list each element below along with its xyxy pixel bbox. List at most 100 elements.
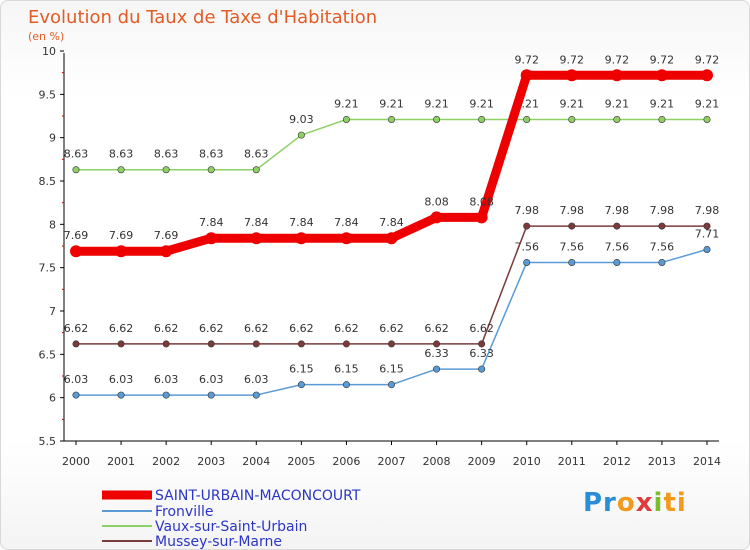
data-label: 9.72 xyxy=(650,53,675,66)
x-tick-label: 2005 xyxy=(287,455,315,468)
data-label: 7.56 xyxy=(560,240,585,253)
data-point xyxy=(162,340,170,348)
data-point xyxy=(72,166,80,174)
x-tick-label: 2002 xyxy=(152,455,180,468)
data-point xyxy=(297,381,305,389)
data-label: 7.84 xyxy=(199,216,224,229)
y-tick-label: 8.5 xyxy=(39,175,57,188)
data-point xyxy=(250,232,263,245)
data-point xyxy=(117,391,125,399)
data-label: 7.56 xyxy=(650,240,675,253)
data-point xyxy=(568,258,576,266)
x-tick-label: 2008 xyxy=(423,455,451,468)
series-saint-urbain-maconcourt: 7.69 7.69 7.69 7.84 7.84 7.84 7.84 7.84 8.08 8.08… xyxy=(64,53,719,258)
y-tick-label: 8 xyxy=(49,218,56,231)
x-tick-label: 2000 xyxy=(62,455,90,468)
data-label: 8.63 xyxy=(244,148,269,161)
data-label: 6.62 xyxy=(109,322,134,335)
data-label: 8.08 xyxy=(469,195,494,208)
data-label: 7.98 xyxy=(514,204,539,217)
data-point xyxy=(523,222,531,230)
data-label: 8.63 xyxy=(64,148,89,161)
data-point xyxy=(433,115,441,123)
data-point xyxy=(565,69,578,82)
data-label: 6.62 xyxy=(379,322,404,335)
data-point xyxy=(342,381,350,389)
y-tick-label: 6 xyxy=(49,392,56,405)
x-tick-label: 2013 xyxy=(648,455,676,468)
data-point xyxy=(252,391,260,399)
data-point xyxy=(520,69,533,82)
data-label: 7.56 xyxy=(605,240,630,253)
x-tick-label: 2010 xyxy=(513,455,541,468)
data-point xyxy=(613,222,621,230)
data-label: 9.72 xyxy=(560,53,585,66)
legend-item-mussey-sur-marne: Mussey-sur-Marne xyxy=(102,534,282,549)
data-point xyxy=(478,115,486,123)
data-point xyxy=(160,245,173,258)
data-label: 9.03 xyxy=(289,113,314,126)
data-label: 7.98 xyxy=(560,204,585,217)
y-tick-label: 9.5 xyxy=(39,88,57,101)
data-point xyxy=(70,245,82,258)
data-point xyxy=(162,391,170,399)
data-label: 7.84 xyxy=(334,216,359,229)
data-point xyxy=(117,166,125,174)
data-label: 7.98 xyxy=(695,204,720,217)
data-point xyxy=(207,166,215,174)
data-label: 7.98 xyxy=(650,204,675,217)
data-point xyxy=(658,115,666,123)
x-tick-label: 2007 xyxy=(378,455,406,468)
data-point xyxy=(252,166,260,174)
legend-label: Vaux-sur-Saint-Urbain xyxy=(155,519,307,535)
data-label: 6.62 xyxy=(154,322,179,335)
x-tick-label: 2004 xyxy=(242,455,270,468)
data-point xyxy=(297,340,305,348)
proxiti-logo: Proxiti xyxy=(583,488,687,518)
legend-label: SAINT-URBAIN-MACONCOURT xyxy=(155,488,361,504)
x-tick-label: 2012 xyxy=(603,455,631,468)
data-label: 6.03 xyxy=(199,373,224,386)
data-point xyxy=(478,340,486,348)
y-tick-label: 5.5 xyxy=(39,435,57,448)
data-point xyxy=(478,365,486,373)
data-point xyxy=(207,340,215,348)
data-point xyxy=(385,232,398,245)
chart-title: Evolution du Taux de Taxe d'Habitation xyxy=(28,7,378,28)
data-label: 9.21 xyxy=(379,97,404,110)
data-point xyxy=(387,381,395,389)
y-tick-label: 7 xyxy=(49,305,56,318)
data-point xyxy=(252,340,260,348)
x-tick-label: 2003 xyxy=(197,455,225,468)
data-label: 6.03 xyxy=(64,373,89,386)
data-point xyxy=(523,115,531,123)
y-axis-unit: (en %) xyxy=(28,30,65,43)
data-point xyxy=(430,211,443,224)
legend-item-saint-urbain-maconcourt: SAINT-URBAIN-MACONCOURT xyxy=(102,488,361,504)
data-label: 8.08 xyxy=(424,195,449,208)
data-point xyxy=(613,258,621,266)
data-point xyxy=(340,232,353,245)
data-label: 6.33 xyxy=(469,347,494,360)
data-label: 9.21 xyxy=(334,97,359,110)
data-label: 9.21 xyxy=(695,97,720,110)
legend-item-fronville: Fronville xyxy=(102,504,214,520)
data-point xyxy=(205,232,218,245)
data-label: 6.15 xyxy=(289,363,314,376)
data-point xyxy=(342,115,350,123)
data-label: 9.72 xyxy=(514,53,539,66)
x-tick-label: 2009 xyxy=(468,455,496,468)
data-point xyxy=(703,222,711,230)
data-point xyxy=(703,245,711,253)
y-tick-label: 9 xyxy=(49,132,56,145)
x-tick-label: 2011 xyxy=(558,455,586,468)
data-point xyxy=(610,69,623,82)
data-label: 6.62 xyxy=(199,322,224,335)
data-label: 6.62 xyxy=(424,322,449,335)
data-label: 7.98 xyxy=(605,204,630,217)
series-fronville: 6.03 6.03 6.03 6.03 6.03 6.15 6.15 6.15 6.33 6.33… xyxy=(64,227,719,399)
data-point xyxy=(72,340,80,348)
data-label: 7.69 xyxy=(64,229,89,242)
data-label: 7.69 xyxy=(109,229,134,242)
